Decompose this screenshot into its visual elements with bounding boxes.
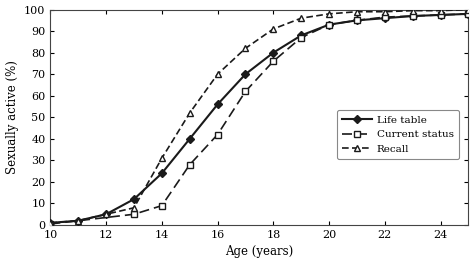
Recall [243,47,248,50]
Recall [75,219,81,222]
X-axis label: Age (years): Age (years) [225,246,293,258]
Current status [243,90,248,93]
Recall [354,10,360,13]
Legend: Life table, Current status, Recall: Life table, Current status, Recall [337,110,459,159]
Life table [354,19,360,22]
Life table [159,172,164,175]
Current status [465,12,471,16]
Life table [75,219,81,222]
Current status [298,36,304,39]
Current status [159,204,164,207]
Current status [410,15,416,18]
Current status [271,60,276,63]
Life table [465,12,471,16]
Recall [215,73,220,76]
Life table [187,137,192,140]
Current status [131,213,137,216]
Recall [465,8,471,11]
Recall [187,111,192,115]
Life table [298,34,304,37]
Current status [438,13,443,17]
Recall [131,206,137,209]
Life table [410,15,416,18]
Current status [354,19,360,22]
Life table [438,13,443,17]
Line: Recall: Recall [47,6,472,226]
Recall [271,27,276,31]
Life table [326,23,332,26]
Life table [103,213,109,216]
Current status [382,16,388,19]
Recall [326,12,332,16]
Life table [131,197,137,201]
Recall [410,9,416,12]
Recall [298,17,304,20]
Life table [271,51,276,54]
Recall [47,221,53,224]
Life table [382,17,388,20]
Recall [103,213,109,216]
Current status [187,163,192,166]
Current status [215,133,220,136]
Recall [382,10,388,13]
Y-axis label: Sexually active (%): Sexually active (%) [6,60,18,174]
Life table [47,221,53,224]
Current status [47,222,53,225]
Life table [243,73,248,76]
Line: Current status: Current status [47,11,472,227]
Recall [159,157,164,160]
Current status [326,23,332,26]
Life table [215,103,220,106]
Recall [438,9,443,12]
Line: Life table: Life table [47,11,472,226]
